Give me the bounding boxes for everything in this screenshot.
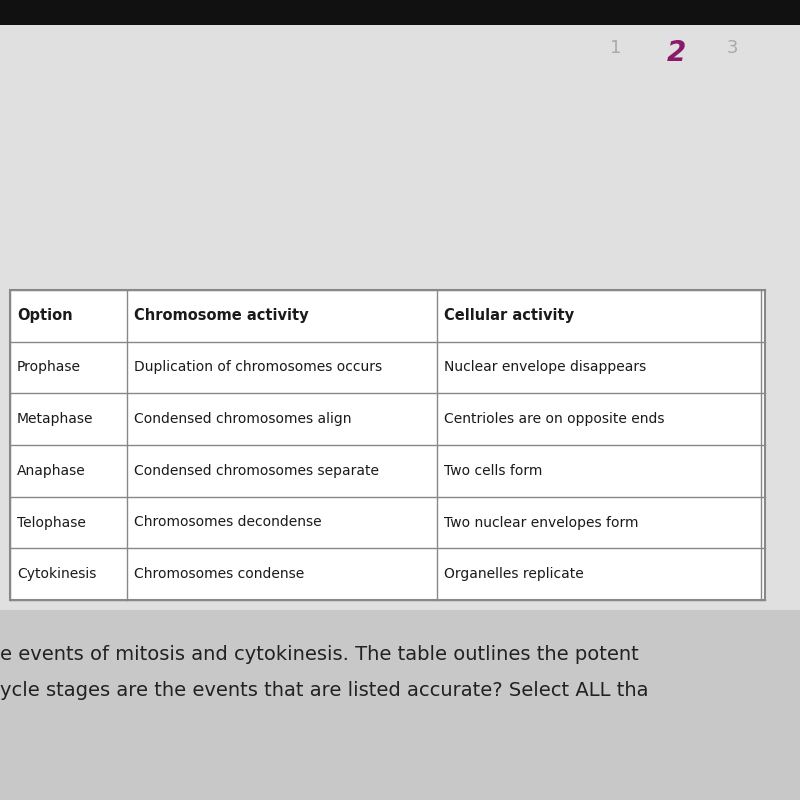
Text: Anaphase: Anaphase: [17, 464, 86, 478]
Text: Organelles replicate: Organelles replicate: [443, 567, 583, 581]
Text: 1: 1: [610, 39, 622, 57]
Text: Condensed chromosomes separate: Condensed chromosomes separate: [134, 464, 379, 478]
Bar: [10, 290, 765, 600]
Bar: [0, 0, 800, 25]
Text: Duplication of chromosomes occurs: Duplication of chromosomes occurs: [134, 361, 382, 374]
Text: Chromosome activity: Chromosome activity: [134, 308, 309, 323]
Text: Metaphase: Metaphase: [17, 412, 94, 426]
Text: Telophase: Telophase: [17, 515, 86, 530]
Text: Two nuclear envelopes form: Two nuclear envelopes form: [443, 515, 638, 530]
Text: e events of mitosis and cytokinesis. The table outlines the potent: e events of mitosis and cytokinesis. The…: [0, 646, 638, 665]
Text: Chromosomes decondense: Chromosomes decondense: [134, 515, 322, 530]
Text: Option: Option: [17, 308, 73, 323]
Text: Prophase: Prophase: [17, 361, 81, 374]
Text: Cellular activity: Cellular activity: [443, 308, 574, 323]
Text: Condensed chromosomes align: Condensed chromosomes align: [134, 412, 351, 426]
Text: Centrioles are on opposite ends: Centrioles are on opposite ends: [443, 412, 664, 426]
Text: Chromosomes condense: Chromosomes condense: [134, 567, 304, 581]
Text: Two cells form: Two cells form: [443, 464, 542, 478]
Text: ycle stages are the events that are listed accurate? Select ALL tha: ycle stages are the events that are list…: [0, 681, 649, 699]
Text: 2: 2: [666, 39, 686, 67]
Text: 3: 3: [726, 39, 738, 57]
Text: Cytokinesis: Cytokinesis: [17, 567, 96, 581]
Text: Nuclear envelope disappears: Nuclear envelope disappears: [443, 361, 646, 374]
Bar: [0, 610, 800, 800]
